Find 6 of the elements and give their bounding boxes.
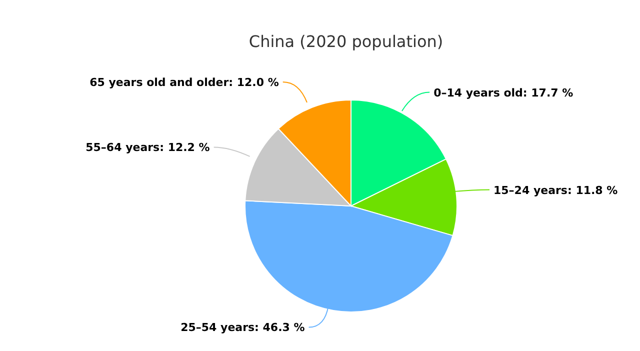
slice-label: 65 years old and older: 12.0 %: [90, 76, 279, 89]
slice-label: 0–14 years old: 17.7 %: [434, 86, 574, 100]
chart-title: China (2020 population): [248, 32, 444, 51]
slice-label: 25–54 years: 46.3 %: [180, 321, 305, 334]
slice-label: 55–64 years: 12.2 %: [86, 141, 210, 154]
slice-label: 15–24 years: 11.8 %: [494, 184, 618, 197]
